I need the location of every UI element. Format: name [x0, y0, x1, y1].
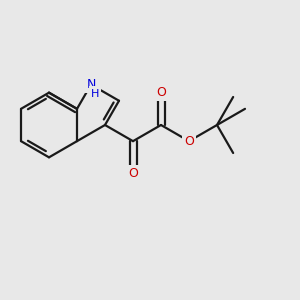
Text: O: O — [184, 135, 194, 148]
Text: H: H — [91, 88, 99, 99]
Text: O: O — [128, 167, 138, 180]
Text: N: N — [86, 78, 96, 91]
Text: O: O — [156, 86, 166, 99]
